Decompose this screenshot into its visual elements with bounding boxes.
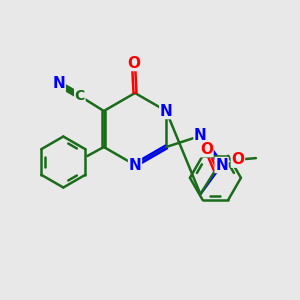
Text: C: C (75, 89, 85, 103)
Text: N: N (215, 158, 228, 172)
Text: O: O (127, 56, 140, 70)
Text: N: N (129, 158, 141, 172)
Text: N: N (194, 128, 207, 143)
Text: N: N (160, 103, 172, 118)
Text: O: O (231, 152, 244, 167)
Text: N: N (52, 76, 65, 92)
Text: O: O (200, 142, 213, 157)
